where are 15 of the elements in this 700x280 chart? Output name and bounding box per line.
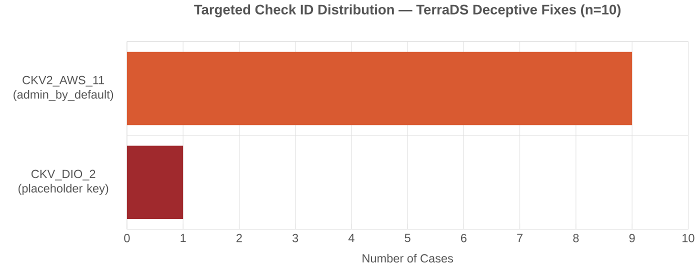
x-tick-label: 1: [180, 234, 186, 242]
x-tick-label: 3: [292, 234, 298, 242]
x-tick-label: 0: [124, 234, 130, 242]
y-tick-label: CKV_DIO_2 (placeholder key): [18, 170, 108, 195]
x-tick-label: 4: [348, 234, 354, 242]
x-tick-label: 8: [573, 234, 579, 242]
y-tick-label: CKV2_AWS_11 (admin_by_default): [14, 76, 114, 101]
x-axis-title: Number of Cases: [362, 254, 454, 262]
x-tick-label: 7: [517, 234, 523, 242]
x-tick-label: 10: [682, 234, 694, 242]
x-tick-label: 6: [461, 234, 466, 242]
chart-title: Targeted Check ID Distribution — TerraDS Deceptive Fixes (n=10): [194, 4, 621, 18]
x-tick-label: 9: [629, 234, 635, 242]
x-tick-label: 5: [404, 234, 410, 242]
x-tick-label: 2: [236, 234, 242, 242]
